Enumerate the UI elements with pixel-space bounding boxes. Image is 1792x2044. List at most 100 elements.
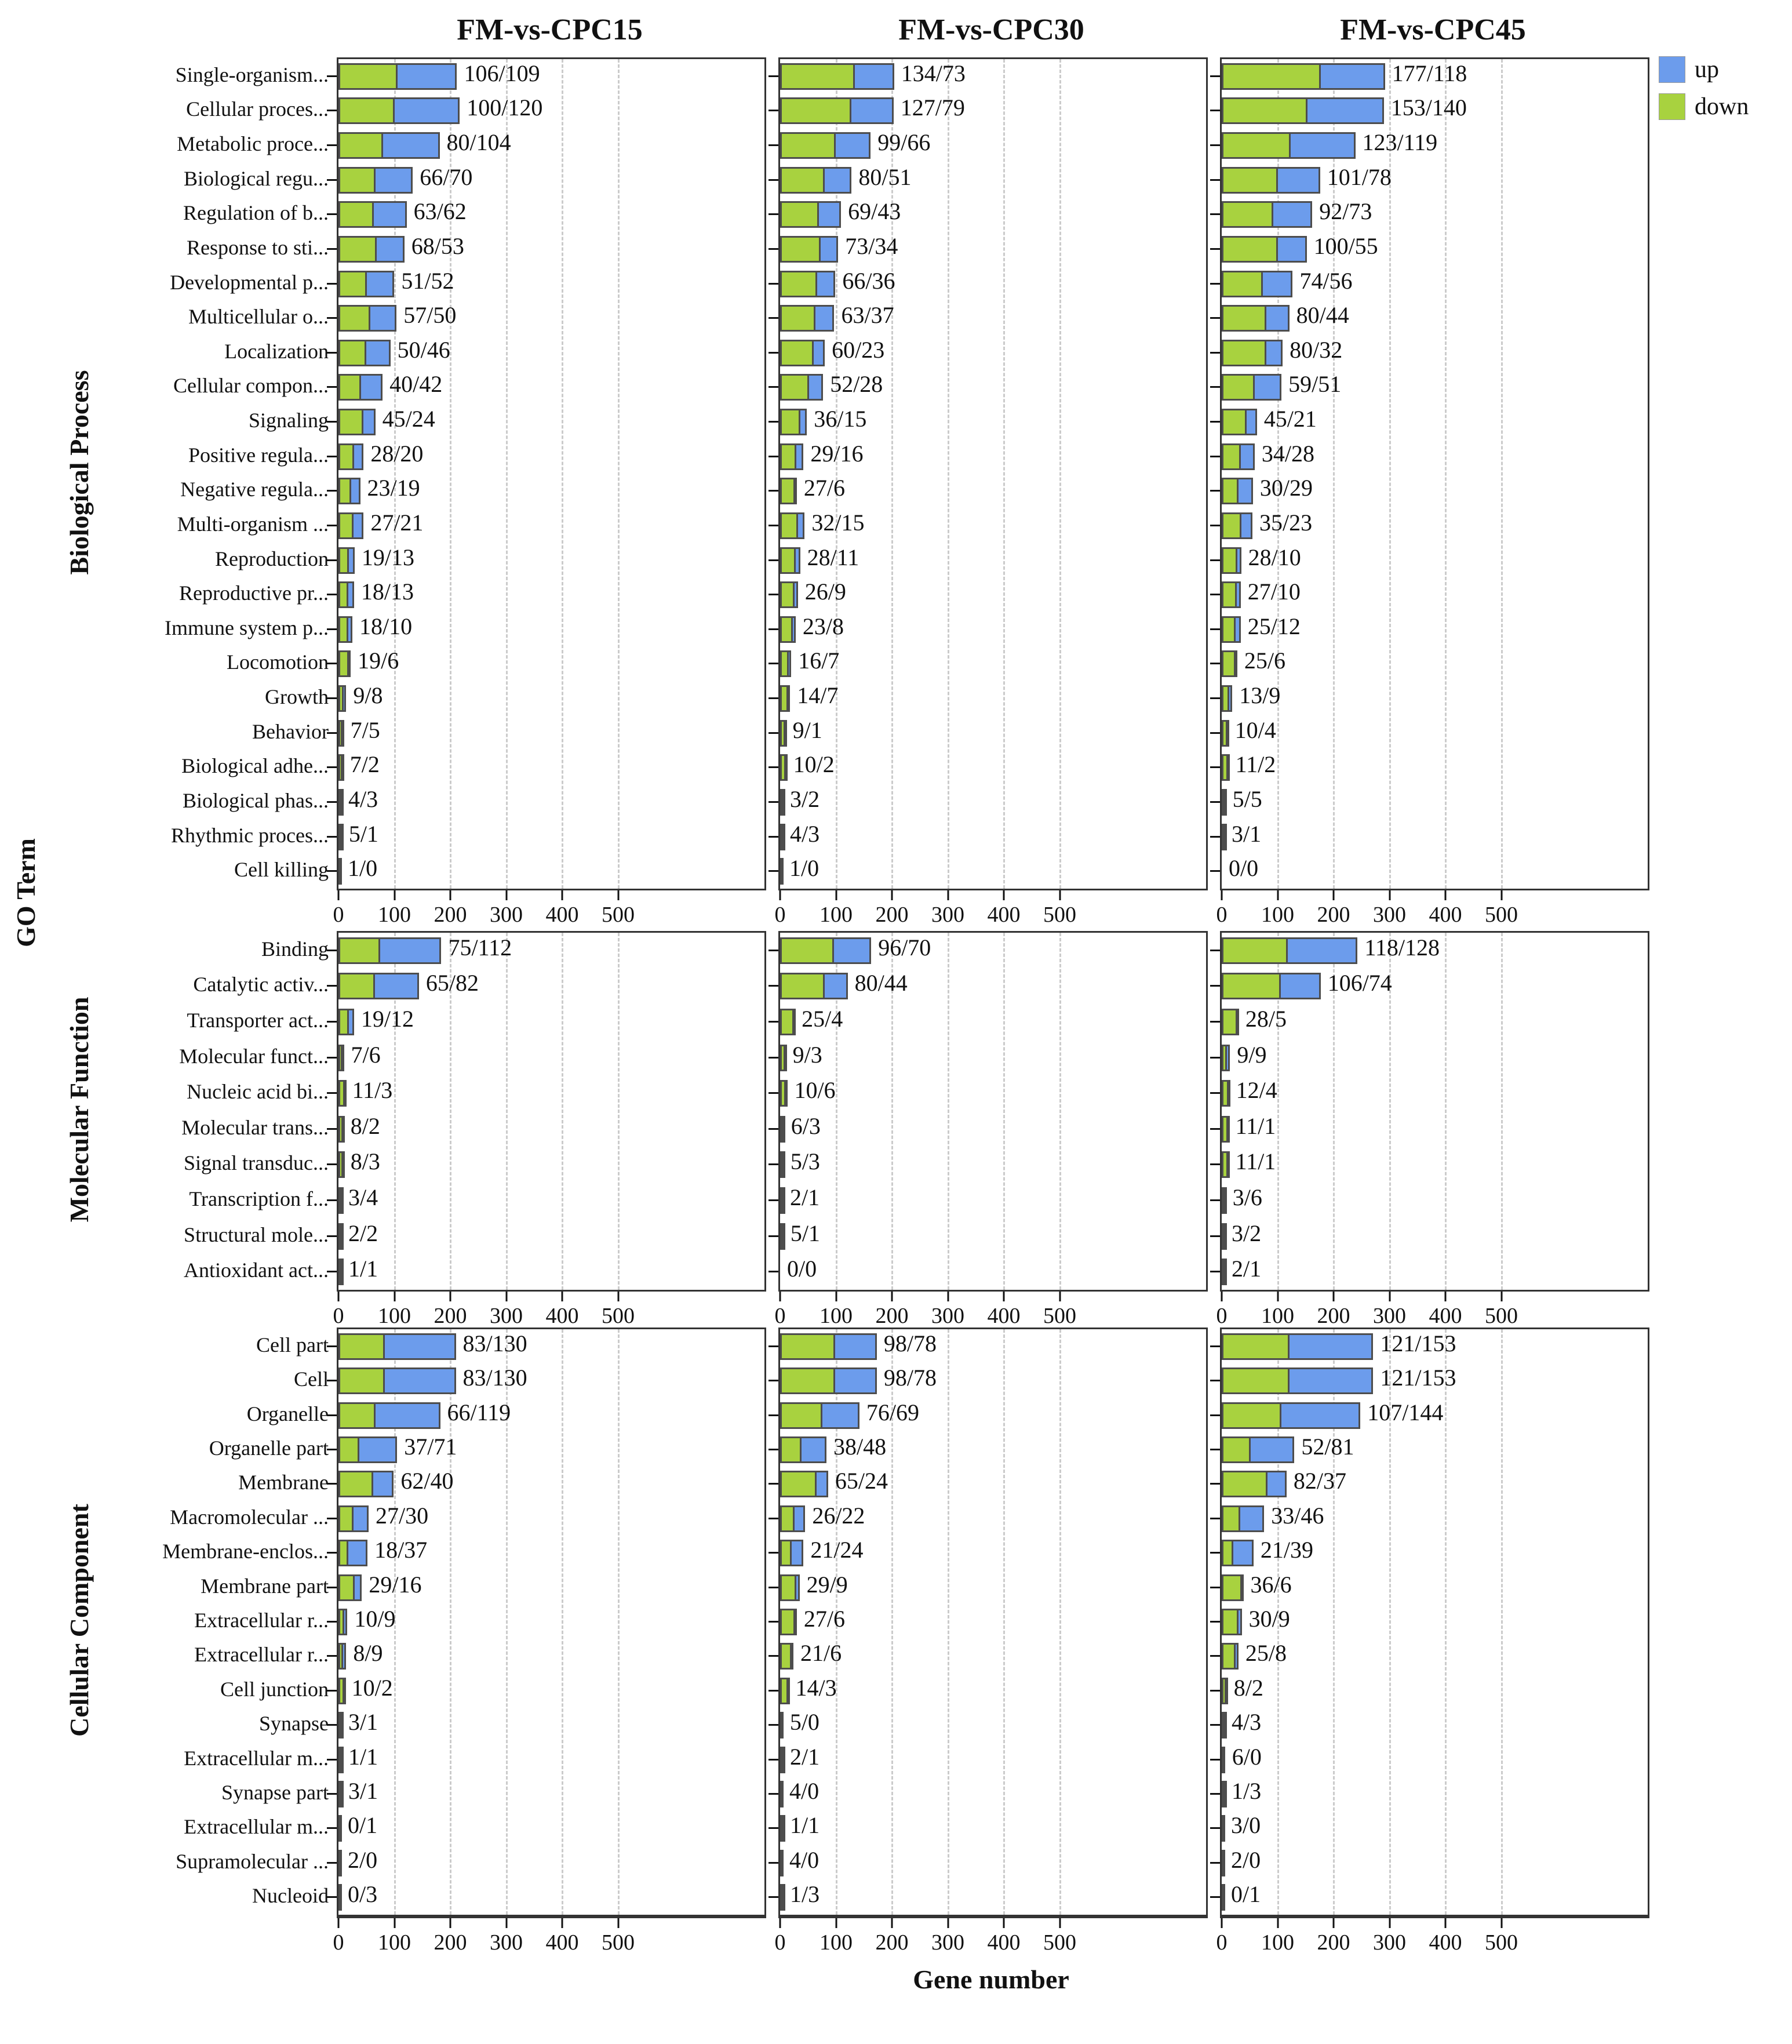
- bar-segment-up: [1223, 789, 1227, 816]
- bar-segment-up: [349, 478, 360, 504]
- bar-row: 0/3: [338, 1881, 764, 1915]
- bar-row: 4/0: [780, 1777, 1206, 1811]
- bar-row: 80/51: [780, 163, 1206, 198]
- stacked-bar: [1222, 1223, 1227, 1250]
- bar-segment-up: [1223, 1187, 1227, 1214]
- x-tick: [835, 890, 837, 900]
- y-tick: [768, 985, 778, 987]
- bar-row: 1/3: [780, 1881, 1206, 1915]
- bar-segment-up: [1276, 236, 1307, 263]
- bar-row: 66/119: [338, 1398, 764, 1432]
- stacked-bar: [338, 973, 419, 999]
- bar-segment-up: [782, 1884, 785, 1911]
- bar-segment-up: [817, 201, 841, 228]
- stacked-bar: [780, 1884, 785, 1911]
- plot-panel-FM-vs-CPC45: 118/128106/7428/59/912/411/111/13/63/22/…: [1220, 931, 1649, 1292]
- y-tick: [1210, 1793, 1220, 1795]
- bar-row: 28/5: [1222, 1004, 1648, 1040]
- stacked-bar: [780, 754, 788, 781]
- bar-segment-up: [786, 685, 791, 712]
- bar-row: 14/3: [780, 1674, 1206, 1708]
- y-tick: [1210, 1163, 1220, 1165]
- y-tick: [327, 1199, 337, 1201]
- stacked-bar: [780, 1609, 797, 1635]
- bar-segment-up: [347, 581, 354, 608]
- x-tick-label: 400: [1429, 902, 1462, 928]
- bar-row: 2/1: [780, 1743, 1206, 1777]
- plot-panel-FM-vs-CPC30: 134/73127/7999/6680/5169/4373/3466/3663/…: [778, 57, 1208, 890]
- stacked-bar: [1222, 720, 1229, 747]
- x-tick: [617, 890, 619, 900]
- x-tick-label: 500: [602, 902, 635, 928]
- term-label: Catalytic activ...: [0, 967, 337, 1003]
- bar-value-label: 10/9: [354, 1605, 395, 1632]
- stacked-bar: [780, 1574, 800, 1601]
- y-tick: [1210, 75, 1220, 77]
- bar-value-label: 10/4: [1235, 717, 1276, 744]
- y-tick: [1210, 1345, 1220, 1347]
- bar-segment-up: [794, 547, 800, 574]
- stacked-bar: [1222, 754, 1230, 781]
- bar-row: 65/24: [780, 1467, 1206, 1501]
- go-annotation-figure: FM-vs-CPC15 FM-vs-CPC30 FM-vs-CPC45 up d…: [0, 0, 1792, 2044]
- bar-value-label: 66/70: [420, 163, 472, 191]
- x-tick: [450, 1292, 451, 1301]
- bar-segment-down: [1222, 63, 1321, 90]
- stacked-bar: [780, 478, 797, 504]
- stacked-bar: [1222, 1712, 1227, 1739]
- bar-segment-down: [338, 1436, 359, 1463]
- bar-value-label: 76/69: [866, 1398, 919, 1425]
- y-tick: [1210, 1759, 1220, 1761]
- x-tick: [947, 890, 949, 900]
- stacked-bar: [338, 167, 413, 194]
- bar-segment-down: [780, 1850, 784, 1876]
- x-tick: [891, 1292, 893, 1301]
- bar-row: 25/6: [1222, 647, 1648, 682]
- term-label: Transporter act...: [0, 1002, 337, 1038]
- bar-value-label: 3/0: [1231, 1812, 1261, 1839]
- x-tick: [562, 1292, 563, 1301]
- y-tick: [327, 386, 337, 388]
- bar-segment-up: [1223, 1712, 1227, 1739]
- bar-row: 11/1: [1222, 1111, 1648, 1147]
- bar-value-label: 6/3: [791, 1112, 821, 1140]
- term-label: Negative regula...: [0, 472, 337, 507]
- bar-row: 29/9: [780, 1570, 1206, 1605]
- bar-value-label: 75/112: [448, 934, 512, 961]
- bar-value-label: 3/2: [1232, 1219, 1261, 1246]
- bar-row: 35/23: [1222, 508, 1648, 543]
- bar-row: 8/2: [338, 1111, 764, 1147]
- y-tick: [327, 179, 337, 181]
- bar-value-label: 153/140: [1391, 94, 1467, 121]
- bar-value-label: 0/1: [348, 1812, 377, 1839]
- bar-segment-down: [1222, 973, 1281, 999]
- y-tick: [768, 1552, 778, 1554]
- stacked-bar: [1222, 1080, 1230, 1107]
- bar-segment-up: [1225, 1045, 1230, 1071]
- stacked-bar: [338, 409, 376, 435]
- stacked-bar: [1222, 685, 1232, 712]
- y-tick: [1210, 766, 1220, 768]
- bar-value-label: 23/8: [803, 613, 844, 640]
- y-tick: [327, 1345, 337, 1347]
- stacked-bar: [338, 937, 441, 964]
- y-tick: [327, 110, 337, 111]
- bar-row: 18/10: [338, 612, 764, 647]
- stacked-bar: [1222, 1151, 1230, 1178]
- bar-segment-up: [1240, 1574, 1244, 1601]
- y-tick: [768, 179, 778, 181]
- bar-value-label: 7/6: [351, 1041, 381, 1068]
- x-axis-ticks: 0100200300400500: [1220, 890, 1646, 931]
- bar-segment-up: [341, 1116, 345, 1143]
- bar-segment-up: [340, 1781, 344, 1807]
- bar-row: 100/120: [338, 94, 764, 129]
- x-tick: [1333, 890, 1335, 900]
- y-tick: [768, 1199, 778, 1201]
- plot-panel-FM-vs-CPC30: 98/7898/7876/6938/4865/2426/2221/2429/92…: [778, 1327, 1208, 1918]
- x-tick: [1059, 1918, 1061, 1928]
- bar-value-label: 3/6: [1233, 1184, 1262, 1211]
- stacked-bar: [780, 512, 804, 539]
- y-tick: [1210, 456, 1220, 457]
- term-label: Molecular trans...: [0, 1110, 337, 1145]
- x-tick: [1445, 1918, 1447, 1928]
